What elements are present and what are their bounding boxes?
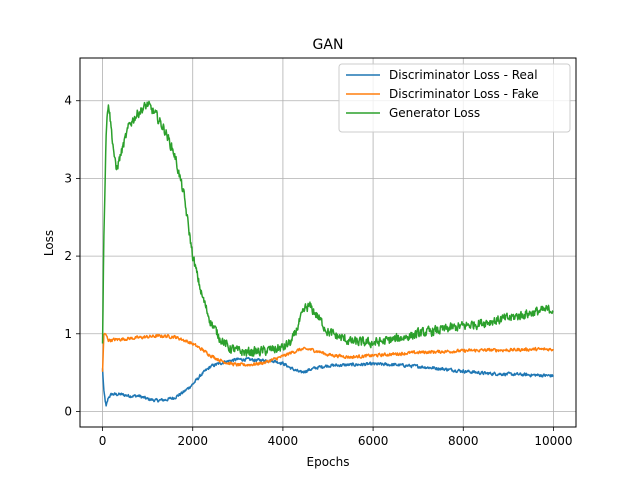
- legend-label-1: Discriminator Loss - Fake: [389, 87, 539, 101]
- x-tick-label: 6000: [358, 434, 389, 448]
- y-tick-label: 1: [64, 327, 72, 341]
- legend-box: [338, 63, 571, 133]
- y-tick-label: 4: [64, 94, 72, 108]
- series-line-2: [101, 100, 554, 357]
- legend: Discriminator Loss - Real Discriminator L…: [338, 63, 571, 133]
- y-axis-label: Loss: [42, 230, 56, 256]
- y-tick-label: 0: [64, 404, 72, 418]
- x-tick-label: 8000: [448, 434, 479, 448]
- plot-frame: [79, 57, 577, 428]
- legend-label-0: Discriminator Loss - Real: [389, 68, 538, 82]
- x-axis-label: Epochs: [307, 455, 350, 469]
- series-line-0: [101, 356, 554, 407]
- legend-label-2: Generator Loss: [389, 106, 480, 120]
- y-tick-label: 3: [64, 171, 72, 185]
- y-tick-label: 2: [64, 249, 72, 263]
- chart-title: GAN: [313, 37, 344, 53]
- x-tick-label: 0: [99, 434, 107, 448]
- x-tick-label: 2000: [177, 434, 208, 448]
- series-line-1: [101, 332, 555, 372]
- axis-ticks: 0 2000 4000 6000 8000 10000 0 1 2 3 4: [64, 94, 572, 448]
- x-tick-label: 10000: [534, 434, 572, 448]
- x-tick-label: 4000: [268, 434, 299, 448]
- series-layer: [101, 100, 555, 407]
